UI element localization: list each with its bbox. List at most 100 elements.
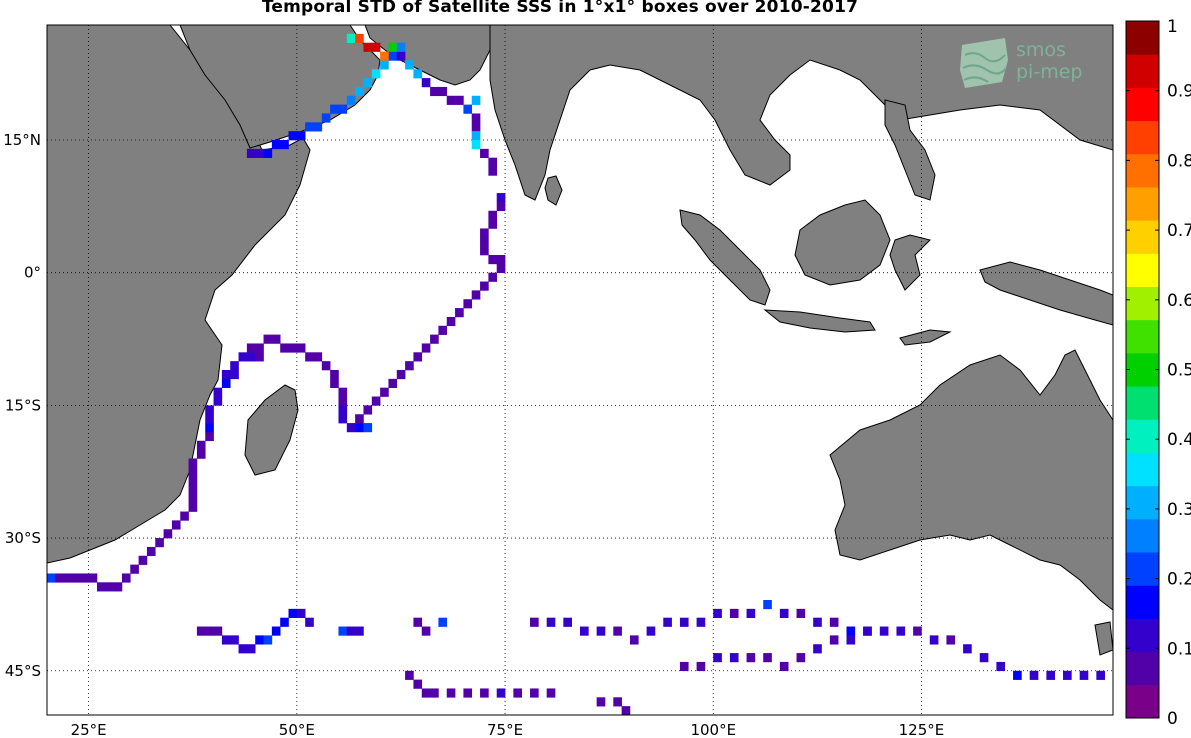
- std-cell: [829, 635, 839, 645]
- std-cell: [213, 396, 223, 406]
- std-cell: [188, 476, 198, 486]
- colorbar-tick-label: 1: [1167, 17, 1178, 37]
- std-cell: [471, 290, 481, 300]
- std-cell: [879, 626, 889, 636]
- std-cell: [205, 414, 214, 424]
- std-cell: [80, 573, 89, 583]
- std-cell: [255, 148, 264, 158]
- std-cell: [230, 361, 239, 371]
- std-cell: [896, 626, 906, 636]
- std-cell: [421, 688, 431, 698]
- graticule: [47, 25, 1113, 715]
- longitude-ticks: 25°E 50°E 75°E 100°E 125°E: [71, 721, 945, 738]
- std-cell: [188, 485, 198, 495]
- std-cell: [405, 60, 414, 70]
- std-cell: [863, 626, 872, 636]
- std-cell: [196, 440, 206, 450]
- std-cell: [455, 308, 464, 318]
- colorbar-segment: [1126, 518, 1159, 553]
- std-cell: [205, 626, 214, 636]
- colorbar-segment: [1126, 452, 1159, 487]
- std-cell: [363, 42, 373, 52]
- std-cell: [246, 343, 256, 353]
- colorbar-tick-label: 0.9: [1167, 82, 1191, 102]
- colorbar-segment: [1126, 186, 1159, 221]
- std-cell: [313, 352, 323, 362]
- std-cell: [396, 370, 406, 380]
- std-cell: [471, 140, 481, 150]
- std-cell: [596, 626, 606, 636]
- y-tick-label: 15°S: [5, 396, 41, 414]
- std-cell: [729, 608, 739, 618]
- std-cell: [330, 104, 339, 114]
- std-cell: [188, 467, 198, 477]
- std-cell: [496, 688, 506, 698]
- std-cell: [421, 78, 431, 88]
- y-tick-label: 0°: [24, 264, 41, 282]
- std-cell: [255, 343, 264, 353]
- colorbar-tick-label: 0.2: [1167, 570, 1191, 590]
- std-cell: [496, 255, 506, 265]
- std-cell: [155, 538, 164, 548]
- std-cell: [338, 414, 348, 424]
- std-cell: [1096, 670, 1105, 680]
- std-cell: [263, 334, 273, 344]
- logo-line1: smos: [1016, 39, 1066, 61]
- x-tick-label: 25°E: [71, 721, 107, 738]
- std-cell: [455, 95, 464, 105]
- std-cell: [496, 263, 506, 273]
- std-cell: [471, 122, 481, 132]
- std-cell: [280, 140, 289, 150]
- std-cell: [313, 122, 323, 132]
- std-cell: [463, 299, 473, 309]
- std-cell: [463, 104, 473, 114]
- std-cell: [305, 617, 314, 627]
- std-cell: [121, 573, 131, 583]
- std-cell: [205, 431, 214, 442]
- colorbar-segment: [1126, 552, 1159, 586]
- colorbar-segment: [1126, 153, 1159, 188]
- std-cell: [713, 653, 722, 663]
- std-cell: [305, 352, 314, 362]
- std-cell: [763, 600, 772, 610]
- colorbar-tick-label: 0.7: [1167, 221, 1191, 241]
- std-cell: [1029, 670, 1039, 680]
- std-cell: [380, 387, 389, 397]
- colorbar-tick-label: 0.6: [1167, 291, 1191, 311]
- std-cell: [546, 688, 556, 698]
- std-cell: [388, 42, 398, 52]
- std-cell: [421, 343, 431, 353]
- colorbar-segment: [1126, 220, 1159, 254]
- colorbar-tick-label: 0.4: [1167, 430, 1191, 450]
- std-cell: [230, 635, 239, 645]
- std-cell: [221, 378, 231, 388]
- std-cell: [238, 352, 248, 362]
- logo-mark: [960, 38, 1008, 88]
- std-cell: [371, 396, 381, 406]
- std-cell: [355, 414, 364, 424]
- std-cell: [1063, 670, 1072, 680]
- std-cell: [88, 573, 98, 583]
- std-cell: [480, 688, 489, 698]
- std-cell: [330, 370, 339, 380]
- std-cell: [471, 131, 481, 141]
- std-cell: [146, 546, 156, 557]
- std-cell: [679, 617, 689, 627]
- std-cell: [463, 688, 473, 698]
- std-cell: [779, 661, 789, 672]
- map-frame: [46, 24, 1114, 716]
- std-cell: [729, 653, 739, 663]
- std-cell: [530, 617, 539, 627]
- asia-landmass: [489, 25, 1113, 201]
- std-cell: [563, 617, 572, 627]
- std-cell: [430, 86, 439, 97]
- std-cell: [305, 122, 314, 132]
- std-cell: [371, 42, 381, 52]
- std-cell: [196, 626, 206, 636]
- std-cell: [446, 95, 456, 105]
- std-cell: [346, 423, 356, 433]
- x-tick-label: 50°E: [279, 721, 315, 738]
- std-cell: [471, 113, 481, 123]
- std-cell: [846, 635, 856, 645]
